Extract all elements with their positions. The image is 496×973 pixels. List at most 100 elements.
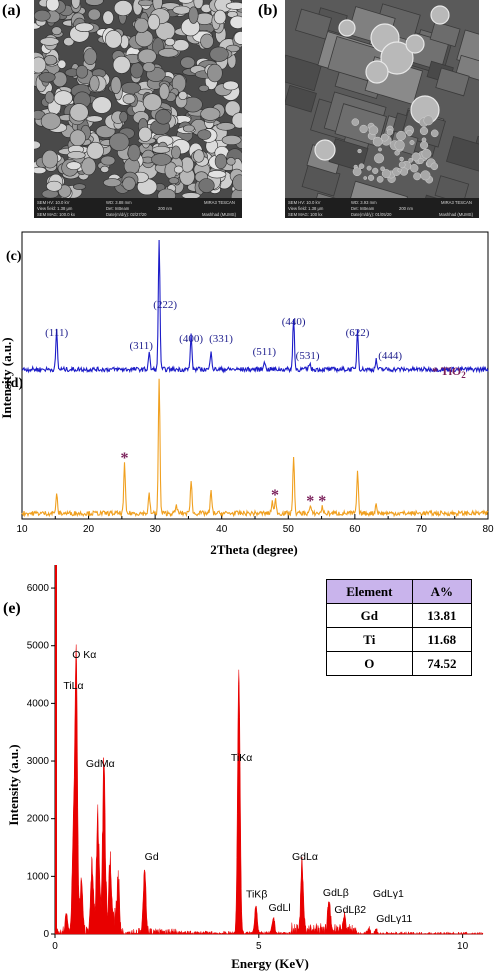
xrd-hkl-label: (111) [45, 327, 68, 339]
sem-a-grain [122, 176, 136, 191]
panel-label-d: (d) [6, 376, 23, 391]
table-row: O 74.52 [326, 651, 473, 676]
xrd-hkl-label: (311) [129, 340, 153, 352]
sem-a-grain [229, 15, 242, 29]
sem-b-small-particle [386, 129, 393, 136]
eds-table-cell: O [326, 651, 413, 676]
sem-a-grain [193, 0, 204, 9]
xrd-x-tick-label: 50 [283, 524, 295, 535]
sem-b-small-particle [430, 129, 439, 138]
sem-a-brand: MIRA3 TESCAN [204, 200, 235, 205]
eds-y-tick-label: 3000 [27, 756, 50, 767]
sem-b-small-particle [409, 140, 415, 146]
sem-a-grain [44, 54, 58, 66]
sem-b-particle [338, 19, 356, 37]
sem-b-particle [365, 60, 389, 84]
sem-a-grain [158, 83, 170, 100]
sem-b-small-particle [378, 147, 382, 152]
eds-composition-table: Element A% Gd 13.81 Ti 11.68 O 74.52 [326, 579, 473, 676]
xrd-x-tick-label: 40 [216, 524, 228, 535]
sem-b-small-particle [406, 129, 413, 137]
sem-b-small-particle [423, 115, 434, 126]
sem-b-small-particle [421, 148, 432, 159]
sem-b-scale: 200 nm [399, 206, 413, 211]
sem-a-grain [86, 115, 103, 123]
sem-a-grain [109, 132, 130, 152]
eds-peak-label: GdLγ1 [373, 888, 404, 900]
xrd-hkl-label: (511) [253, 346, 277, 358]
eds-spectrum-area [54, 644, 484, 935]
sem-b-small-particle [399, 156, 404, 162]
sem-a-grain [71, 0, 81, 9]
sem-b-plate [445, 135, 479, 172]
sem-a-info-bar: SEM HV: 10.0 kV WD: 3.88 mm MIRA3 TESCAN… [34, 198, 242, 218]
xrd-x-tick-label: 80 [482, 524, 494, 535]
sem-b-small-particle [363, 176, 368, 180]
xrd-hkl-labels: (111) (311) (222) (400) (331) (511) (440) (531)… [45, 299, 402, 510]
sem-b-plate [285, 54, 322, 92]
eds-peak-label: GdLl [268, 902, 290, 914]
sem-a-grain [102, 10, 114, 25]
sem-b-plate [435, 67, 470, 97]
sem-a-grain [171, 74, 187, 93]
xrd-series-line-0 [21, 239, 489, 374]
sem-a-grain [120, 82, 142, 94]
sem-b-particle [314, 139, 336, 161]
eds-peak-label: TiLα [63, 680, 83, 692]
sem-a-grain [34, 9, 51, 22]
sem-a-grain [198, 178, 215, 193]
table-row: Gd 13.81 [326, 603, 473, 628]
sem-a-grain [221, 134, 242, 146]
xrd-legend-tio2: * TiO2 [432, 364, 466, 380]
sem-b-small-particle [376, 175, 384, 183]
sem-b-small-particle [399, 167, 409, 176]
xrd-series-line-1 [21, 378, 489, 518]
sem-a-grain [135, 29, 154, 48]
sem-a-grain [142, 62, 156, 73]
sem-b-site: Mashhad (MUMS) [439, 212, 473, 217]
xrd-tio2-marker: * [121, 450, 129, 467]
eds-table-cell: Ti [326, 627, 413, 652]
sem-a-scale: 200 nm [158, 206, 172, 211]
sem-a-grain [45, 0, 60, 12]
eds-x-axis-label: Energy (KeV) [231, 956, 309, 971]
sem-a-grain [224, 100, 241, 117]
sem-b-small-particle [396, 130, 406, 141]
sem-b-small-particle [380, 166, 385, 172]
sem-a-det: Det: InBeam [106, 206, 130, 211]
sem-a-grain [182, 124, 195, 133]
sem-b-hv: SEM HV: 10.0 kV [288, 200, 321, 205]
sem-a-grain [164, 37, 176, 47]
sem-a-grain [172, 39, 190, 52]
panel-label-e: (e) [3, 600, 21, 617]
sem-a-grain [232, 174, 242, 191]
sem-a-grain [171, 145, 181, 160]
sem-b-particle [430, 5, 450, 25]
panel-label-c: (c) [6, 249, 22, 264]
panel-label-b: (b) [258, 2, 278, 19]
sem-b-small-particle [381, 169, 391, 179]
xrd-x-tick-label: 60 [349, 524, 361, 535]
eds-x-tick-label: 0 [52, 941, 58, 952]
sem-a-grain [134, 17, 149, 33]
eds-peak-label: GdLβ [323, 887, 349, 899]
sem-a-grain [233, 31, 242, 45]
sem-b-small-particle [366, 165, 372, 171]
sem-a-grain [34, 166, 47, 174]
eds-peak-label: TiKβ [246, 889, 267, 901]
sem-a-grain [75, 65, 89, 79]
eds-table-header-percent: A% [411, 579, 473, 604]
sem-b-particle [380, 41, 414, 75]
sem-b-small-particle [367, 174, 375, 181]
xrd-hkl-label: (531) [296, 350, 320, 362]
sem-a-grain [38, 72, 56, 83]
sem-a-grain [173, 165, 184, 174]
sem-a-grain [130, 62, 144, 79]
eds-x-tick-label: 5 [256, 941, 262, 952]
sem-image-b: SEM HV: 10.0 kV WD: 3.93 mm MIRA3 TESCAN… [285, 0, 479, 218]
sem-b-small-particle [358, 163, 365, 169]
sem-a-grain [46, 180, 63, 192]
sem-a-grain [51, 26, 62, 36]
sem-b-plate [285, 84, 317, 113]
eds-y-tick-label: 5000 [27, 641, 50, 652]
